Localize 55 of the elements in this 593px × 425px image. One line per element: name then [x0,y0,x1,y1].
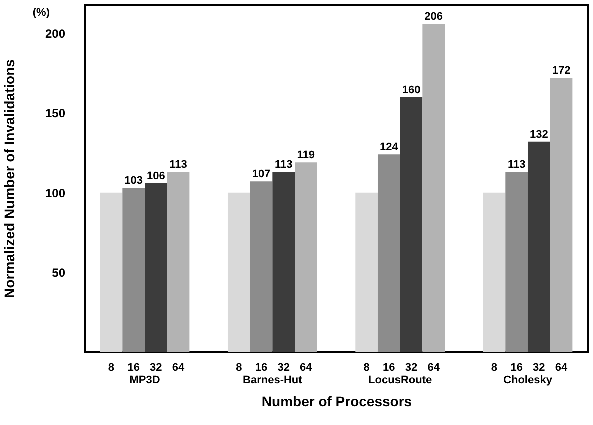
data-label: 107 [252,168,271,181]
series-label: 64 [172,362,186,374]
data-label: 119 [297,150,316,162]
data-label: 206 [424,11,444,24]
data-label: 103 [124,175,144,188]
data-label: 132 [530,128,548,141]
text: 8 [236,362,242,374]
bar [228,192,250,352]
bar [272,172,296,352]
bar [122,188,146,352]
x-tick-label: LocusRoute [368,374,432,386]
series-label: 32 [150,362,162,374]
bar [550,78,573,352]
data-label: 106 [146,170,166,182]
x-tick-label: Cholesky [504,374,554,386]
data-label: 113 [508,159,526,172]
text: 64 [300,362,312,374]
text: 32 [278,362,290,374]
data-label: 124 [380,142,400,154]
bar [145,183,168,352]
y-axis-title: Normalized Number of Invalidations [1,59,18,298]
series-label: 16 [128,362,140,374]
bar [167,172,190,352]
bar [506,172,528,352]
series-label: 8 [108,362,115,374]
text: (%) [32,7,50,19]
bar [528,142,550,352]
text: 16 [510,362,523,374]
bar [483,192,506,352]
text: 64 [428,362,440,374]
data-label: 113 [274,159,293,172]
text: 32 [405,362,418,374]
text: 8 [491,362,498,374]
bar [250,182,273,352]
bar [422,24,446,352]
y-tick-label: 100 [45,186,66,200]
data-label: 113 [170,159,188,172]
bar [295,162,318,352]
data-label: 172 [552,65,571,78]
bar [378,154,400,352]
data-label: 160 [402,84,421,96]
text: 32 [533,362,546,374]
y-tick-label: 50 [52,266,66,280]
text: 16 [383,362,396,374]
bar [356,192,378,352]
y-tick-label: 150 [45,106,66,121]
bar [100,192,123,352]
x-tick-label: MP3D [130,374,160,386]
text: 8 [364,362,370,374]
x-axis-title: Number of Processors [262,394,412,410]
text: 16 [255,362,268,374]
bar [400,97,423,352]
text: 64 [555,362,568,374]
y-tick-label: 200 [45,27,66,42]
x-tick-label: Barnes-Hut [243,374,303,386]
